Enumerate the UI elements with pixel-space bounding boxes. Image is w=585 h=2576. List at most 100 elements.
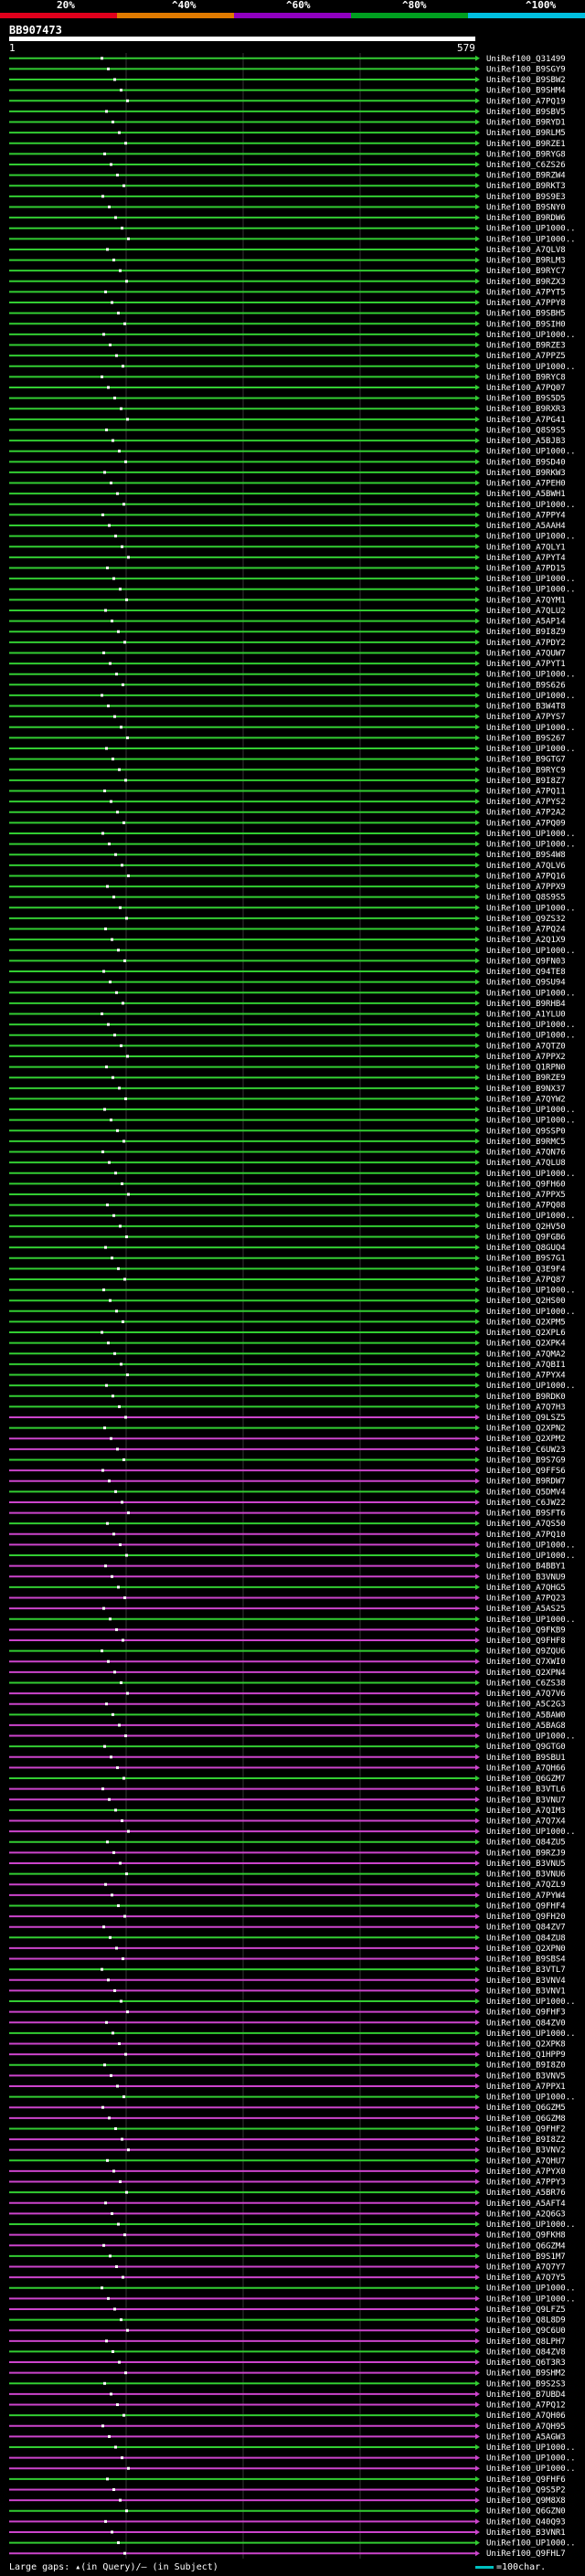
hit-label[interactable]: UniRef100_A7PQ87 — [486, 1276, 566, 1285]
hit-label[interactable]: UniRef100_UP1000.. — [486, 989, 576, 998]
hit-label[interactable]: UniRef100_UP1000.. — [486, 1032, 576, 1041]
hit-row[interactable]: UniRef100_A7PPX2 — [9, 1053, 566, 1062]
hit-row[interactable]: UniRef100_A7QBI1 — [9, 1361, 566, 1370]
hit-label[interactable]: UniRef100_B9RYC7 — [486, 267, 566, 276]
hit-row[interactable]: UniRef100_B9SBU1 — [9, 1754, 566, 1763]
hit-row[interactable]: UniRef100_B9S7G9 — [9, 1456, 566, 1465]
hit-label[interactable]: UniRef100_UP1000.. — [486, 1616, 576, 1625]
hit-label[interactable]: UniRef100_B9RKT3 — [486, 182, 566, 191]
hit-row[interactable]: UniRef100_A7QH06 — [9, 2412, 566, 2421]
hit-row[interactable]: UniRef100_A5BAW0 — [9, 1711, 566, 1720]
hit-row[interactable]: UniRef100_Q84ZU5 — [9, 1839, 566, 1848]
hit-label[interactable]: UniRef100_UP1000.. — [486, 363, 576, 372]
hit-row[interactable]: UniRef100_A7QLU8 — [9, 1159, 566, 1168]
hit-row[interactable]: UniRef100_B9RDW7 — [9, 1478, 566, 1487]
hit-row[interactable]: UniRef100_B3VNU6 — [9, 1871, 566, 1880]
hit-row[interactable]: UniRef100_C6JW22 — [9, 1499, 566, 1508]
hit-label[interactable]: UniRef100_B3VNV2 — [486, 2147, 566, 2156]
hit-label[interactable]: UniRef100_B9RLM5 — [486, 129, 566, 138]
hit-label[interactable]: UniRef100_UP1000.. — [486, 448, 576, 457]
hit-row[interactable]: UniRef100_B9SBW2 — [9, 76, 566, 85]
hit-label[interactable]: UniRef100_Q8L8D9 — [486, 2316, 566, 2326]
hit-row[interactable]: UniRef100_A7QHU7 — [9, 2157, 566, 2166]
hit-label[interactable]: UniRef100_B9S7G9 — [486, 1456, 566, 1465]
hit-label[interactable]: UniRef100_UP1000.. — [486, 1733, 576, 1742]
hit-row[interactable]: UniRef100_B9SHM2 — [9, 2369, 566, 2379]
hit-row[interactable]: UniRef100_A7PQ19 — [9, 97, 566, 106]
hit-row[interactable]: UniRef100_B9RLM5 — [9, 129, 566, 138]
hit-row[interactable]: UniRef100_B9RZJ9 — [9, 1849, 566, 1858]
hit-label[interactable]: UniRef100_A5C2G3 — [486, 1701, 566, 1710]
hit-label[interactable]: UniRef100_Q9LFZ5 — [486, 2306, 566, 2315]
hit-row[interactable]: UniRef100_Q3E9F4 — [9, 1265, 566, 1274]
hit-label[interactable]: UniRef100_A7PQ10 — [486, 1531, 566, 1540]
hit-label[interactable]: UniRef100_A7Q7Y5 — [486, 2274, 566, 2283]
hit-row[interactable]: UniRef100_A1YLU0 — [9, 1010, 566, 1019]
hit-row[interactable]: UniRef100_UP1000.. — [9, 947, 576, 956]
hit-label[interactable]: UniRef100_Q2XPM5 — [486, 1318, 566, 1327]
hit-row[interactable]: UniRef100_B3VNV5 — [9, 2072, 566, 2081]
hit-row[interactable]: UniRef100_Q8LPH7 — [9, 2337, 566, 2347]
hit-label[interactable]: UniRef100_A7PYT1 — [486, 660, 566, 669]
hit-label[interactable]: UniRef100_UP1000.. — [486, 671, 576, 680]
hit-row[interactable]: UniRef100_A7QZL9 — [9, 1881, 566, 1890]
hit-row[interactable]: UniRef100_UP1000.. — [9, 2295, 576, 2304]
hit-label[interactable]: UniRef100_UP1000.. — [486, 533, 576, 542]
hit-row[interactable]: UniRef100_Q2XPN2 — [9, 1425, 566, 1434]
hit-label[interactable]: UniRef100_A5AGW3 — [486, 2433, 566, 2442]
hit-row[interactable]: UniRef100_A5BWH1 — [9, 490, 566, 499]
hit-label[interactable]: UniRef100_Q40Q93 — [486, 2518, 566, 2527]
hit-label[interactable]: UniRef100_UP1000.. — [486, 1998, 576, 2007]
hit-label[interactable]: UniRef100_Q9FGB6 — [486, 1233, 566, 1242]
hit-row[interactable]: UniRef100_A5AAH4 — [9, 522, 566, 531]
hit-row[interactable]: UniRef100_Q84ZV8 — [9, 2348, 566, 2357]
hit-row[interactable]: UniRef100_UP1000.. — [9, 692, 576, 701]
hit-label[interactable]: UniRef100_B3VTL6 — [486, 1786, 566, 1795]
hit-row[interactable]: UniRef100_A5AS25 — [9, 1605, 566, 1614]
hit-label[interactable]: UniRef100_A5BWH1 — [486, 490, 566, 499]
hit-row[interactable]: UniRef100_UP1000.. — [9, 830, 576, 839]
hit-label[interactable]: UniRef100_A7PPX5 — [486, 1191, 566, 1200]
hit-label[interactable]: UniRef100_B9RKW3 — [486, 469, 566, 478]
hit-label[interactable]: UniRef100_Q9FFS6 — [486, 1467, 566, 1476]
hit-row[interactable]: UniRef100_B9I8Z2 — [9, 2136, 566, 2145]
hit-row[interactable]: UniRef100_A7PQ24 — [9, 926, 566, 935]
hit-label[interactable]: UniRef100_B3VNV1 — [486, 1987, 566, 1996]
hit-row[interactable]: UniRef100_B3VNV1 — [9, 1987, 566, 1996]
hit-label[interactable]: UniRef100_A7PPY3 — [486, 2178, 566, 2188]
hit-row[interactable]: UniRef100_A2Q6G3 — [9, 2210, 566, 2219]
hit-row[interactable]: UniRef100_UP1000.. — [9, 904, 576, 913]
hit-row[interactable]: UniRef100_B7UBD4 — [9, 2390, 566, 2400]
hit-label[interactable]: UniRef100_A7QTZ0 — [486, 1042, 566, 1051]
hit-row[interactable]: UniRef100_B9RYC9 — [9, 766, 566, 775]
hit-row[interactable]: UniRef100_UP1000.. — [9, 2284, 576, 2294]
hit-row[interactable]: UniRef100_A7PQ12 — [9, 2401, 566, 2411]
hit-row[interactable]: UniRef100_UP1000.. — [9, 2094, 576, 2103]
hit-row[interactable]: UniRef100_A7PPZ5 — [9, 352, 566, 361]
hit-row[interactable]: UniRef100_B9SFT6 — [9, 1510, 566, 1519]
hit-label[interactable]: UniRef100_A7QUW7 — [486, 649, 566, 658]
hit-row[interactable]: UniRef100_A7Q7V6 — [9, 1690, 566, 1699]
hit-label[interactable]: UniRef100_A7PYS7 — [486, 713, 566, 722]
hit-row[interactable]: UniRef100_Q9SU94 — [9, 979, 566, 988]
hit-label[interactable]: UniRef100_A7QLY1 — [486, 543, 566, 552]
hit-label[interactable]: UniRef100_UP1000.. — [486, 331, 576, 340]
hit-label[interactable]: UniRef100_UP1000.. — [486, 2539, 576, 2549]
hit-row[interactable]: UniRef100_UP1000.. — [9, 225, 576, 234]
hit-label[interactable]: UniRef100_Q2XPM2 — [486, 1435, 566, 1444]
hit-row[interactable]: UniRef100_B9RKT3 — [9, 182, 566, 191]
hit-row[interactable]: UniRef100_A5BR76 — [9, 2189, 566, 2198]
hit-row[interactable]: UniRef100_B9I8Z7 — [9, 777, 566, 786]
hit-row[interactable]: UniRef100_Q9ZQU6 — [9, 1648, 566, 1657]
hit-row[interactable]: UniRef100_UP1000.. — [9, 1616, 576, 1625]
hit-row[interactable]: UniRef100_A7QUW7 — [9, 649, 566, 658]
hit-row[interactable]: UniRef100_Q7XWI0 — [9, 1658, 566, 1667]
hit-row[interactable]: UniRef100_A7PQ16 — [9, 872, 566, 881]
hit-label[interactable]: UniRef100_B9S626 — [486, 681, 566, 690]
hit-label[interactable]: UniRef100_A7PPX1 — [486, 2083, 566, 2092]
hit-label[interactable]: UniRef100_C6ZS38 — [486, 1679, 566, 1688]
hit-label[interactable]: UniRef100_A7QH95 — [486, 2422, 566, 2432]
hit-label[interactable]: UniRef100_A7PEH0 — [486, 480, 566, 489]
hit-label[interactable]: UniRef100_A7PG41 — [486, 416, 566, 425]
hit-label[interactable]: UniRef100_A7PYW4 — [486, 1892, 566, 1901]
